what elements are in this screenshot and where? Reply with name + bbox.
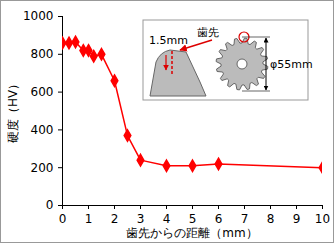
svg-text:7: 7 xyxy=(241,212,249,226)
svg-text:200: 200 xyxy=(31,161,54,175)
svg-text:5: 5 xyxy=(189,212,197,226)
svg-text:10: 10 xyxy=(315,212,330,226)
svg-text:歯先: 歯先 xyxy=(197,26,219,39)
svg-text:1000: 1000 xyxy=(23,9,54,23)
svg-text:6: 6 xyxy=(215,212,223,226)
svg-text:硬度（HV）: 硬度（HV） xyxy=(6,78,20,143)
svg-text:0: 0 xyxy=(46,198,54,212)
svg-text:φ55mm: φ55mm xyxy=(270,58,313,71)
svg-text:0: 0 xyxy=(59,212,67,226)
svg-text:歯先からの距離（mm）: 歯先からの距離（mm） xyxy=(126,226,257,240)
svg-text:1: 1 xyxy=(85,212,93,226)
svg-text:800: 800 xyxy=(31,47,54,61)
svg-text:600: 600 xyxy=(31,85,54,99)
svg-text:1.5mm: 1.5mm xyxy=(149,34,188,47)
svg-text:400: 400 xyxy=(31,123,54,137)
svg-text:9: 9 xyxy=(293,212,301,226)
svg-text:8: 8 xyxy=(267,212,275,226)
svg-text:2: 2 xyxy=(111,212,119,226)
svg-text:4: 4 xyxy=(163,212,171,226)
svg-text:3: 3 xyxy=(137,212,145,226)
